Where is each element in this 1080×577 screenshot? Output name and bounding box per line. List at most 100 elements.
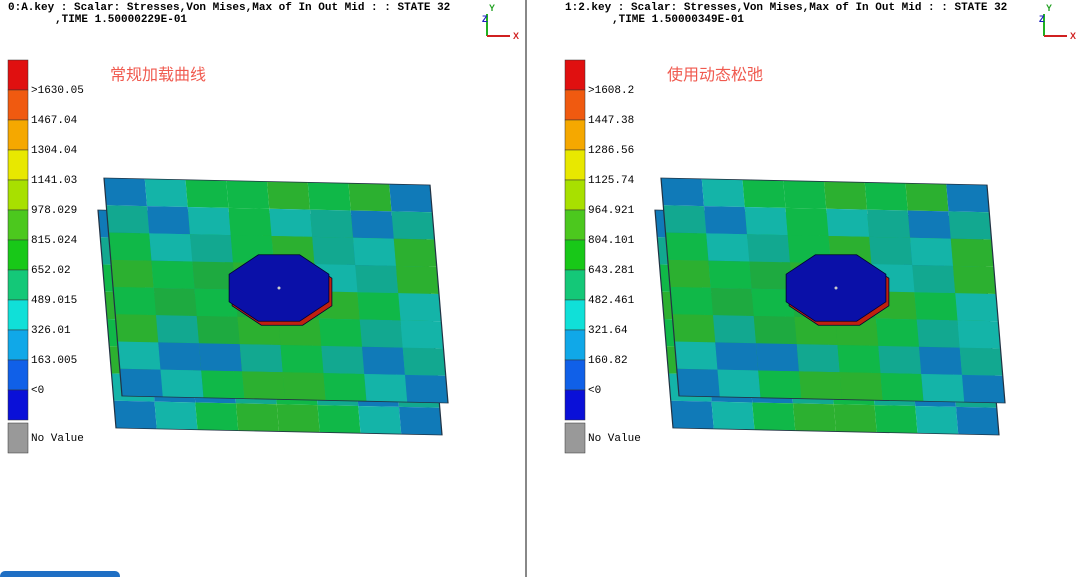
element <box>833 404 877 433</box>
element <box>117 341 161 370</box>
element <box>280 345 324 374</box>
legend-label: 489.015 <box>31 295 77 307</box>
element <box>389 184 433 213</box>
legend-label: 163.005 <box>31 355 77 367</box>
element <box>956 406 999 435</box>
legend-swatch <box>564 119 586 151</box>
legend-swatch <box>7 119 29 151</box>
element <box>742 179 786 208</box>
element <box>239 344 283 373</box>
element <box>672 314 716 343</box>
viewport: 0:A.key : Scalar: Stresses,Von Mises,Max… <box>7 2 519 454</box>
element <box>364 374 408 403</box>
element <box>242 371 285 400</box>
legend-swatch <box>564 209 586 241</box>
element <box>149 233 193 262</box>
legend-swatch <box>564 389 586 421</box>
legend-swatch <box>564 422 586 454</box>
axis-label: Z <box>1039 14 1045 24</box>
element <box>667 259 711 288</box>
element <box>674 341 718 370</box>
element <box>160 369 204 398</box>
legend-label: 804.101 <box>588 235 635 247</box>
element <box>880 373 924 402</box>
element <box>276 404 320 433</box>
element <box>405 374 448 403</box>
tab[interactable] <box>0 571 120 577</box>
legend-swatch <box>7 269 29 301</box>
element <box>355 265 399 294</box>
element <box>878 345 922 374</box>
axis-label: Y <box>489 3 495 13</box>
element <box>869 236 913 265</box>
element <box>185 179 229 208</box>
legend-swatch <box>564 359 586 391</box>
legend-label: No Value <box>588 433 641 445</box>
legend-label: <0 <box>588 385 601 397</box>
element <box>708 260 752 289</box>
legend-swatch <box>564 59 586 91</box>
element <box>312 236 356 265</box>
element <box>144 178 188 207</box>
legend-label: 652.02 <box>31 265 71 277</box>
node <box>834 286 838 290</box>
element <box>190 234 233 263</box>
legend-swatch <box>7 149 29 181</box>
element <box>717 369 761 398</box>
element <box>758 370 802 399</box>
legend-label: 643.281 <box>588 265 635 277</box>
plate-edge <box>660 177 1006 404</box>
element <box>950 238 994 267</box>
element <box>195 402 239 431</box>
element <box>704 206 747 235</box>
element <box>962 374 1005 403</box>
element <box>267 181 310 210</box>
header-line: ,TIME 1.50000349E-01 <box>612 14 744 26</box>
element <box>670 400 714 429</box>
element <box>194 288 238 317</box>
legend-swatch <box>7 59 29 91</box>
annotation: 常规加载曲线 <box>110 65 206 84</box>
element <box>113 400 157 429</box>
element <box>799 371 842 400</box>
element <box>362 346 405 375</box>
element <box>783 180 827 209</box>
axis-label: Z <box>482 14 488 24</box>
element <box>106 205 150 234</box>
legend-swatch <box>7 329 29 361</box>
element <box>269 208 313 237</box>
legend-label: 964.921 <box>588 205 635 217</box>
axis-label: X <box>513 31 519 41</box>
element <box>663 205 707 234</box>
element <box>108 232 152 261</box>
element <box>400 320 444 349</box>
element <box>661 178 704 207</box>
plate-edge <box>103 177 449 404</box>
element <box>359 319 403 348</box>
element <box>317 405 361 434</box>
element <box>914 292 958 321</box>
element <box>115 314 159 343</box>
element <box>104 178 147 207</box>
legend-swatch <box>564 239 586 271</box>
element <box>957 320 1001 349</box>
element <box>201 370 245 399</box>
element <box>192 261 236 290</box>
element <box>796 344 840 373</box>
element <box>357 292 401 321</box>
element <box>744 207 788 236</box>
legend-label: 1467.04 <box>31 115 78 127</box>
legend-swatch <box>7 299 29 331</box>
element <box>350 210 394 239</box>
element <box>282 372 326 401</box>
element <box>665 232 709 261</box>
legend-label: No Value <box>31 433 84 445</box>
element <box>711 401 755 430</box>
legend-label: 1447.38 <box>588 115 634 127</box>
element <box>701 178 745 207</box>
element <box>946 184 990 213</box>
legend-swatch <box>7 389 29 421</box>
element <box>706 233 750 262</box>
element <box>953 265 996 294</box>
element <box>713 315 756 344</box>
